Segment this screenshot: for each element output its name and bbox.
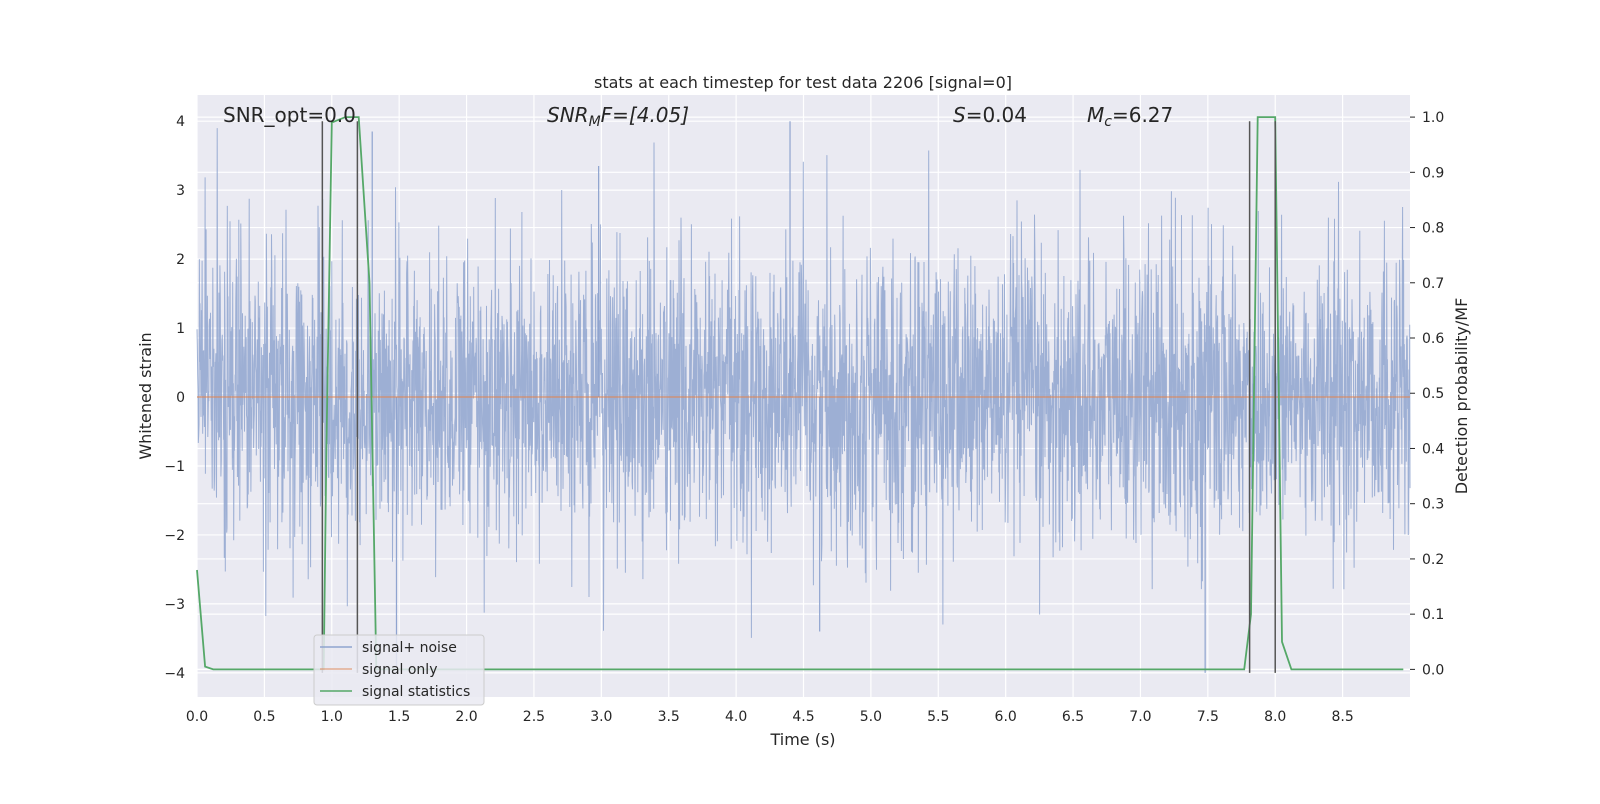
y2-tick-label: 0.0 <box>1422 662 1444 678</box>
legend-entry-signal-noise: signal+ noise <box>362 640 457 656</box>
x-tick-label: 7.0 <box>1129 709 1151 725</box>
x-tick-label: 7.5 <box>1197 709 1219 725</box>
x-tick-label: 4.0 <box>725 709 747 725</box>
x-tick-label: 6.5 <box>1062 709 1084 725</box>
annotation-snr-mf-base: SNR <box>547 103 589 127</box>
x-axis-label: Time (s) <box>769 730 835 749</box>
y-tick-label: 0 <box>176 390 185 406</box>
x-tick-label: 0.0 <box>186 709 208 725</box>
chart-title: stats at each timestep for test data 220… <box>594 73 1012 92</box>
x-tick-label: 5.5 <box>927 709 949 725</box>
annotation-snr-mf-sub: M <box>589 114 601 130</box>
y-tick-label: −4 <box>164 666 185 682</box>
annotation-snr-mf: SNRMF=[4.05] <box>547 103 689 130</box>
y-tick-label: −2 <box>164 528 185 544</box>
x-tick-label: 8.5 <box>1331 709 1353 725</box>
y-tick-label: −1 <box>164 459 185 475</box>
annotation-mc-base: M <box>1087 103 1104 127</box>
series-line-signal-noise <box>196 128 1411 638</box>
annotation-s: S=0.04 <box>953 103 1027 127</box>
y-tick-label: 4 <box>176 114 185 130</box>
y2-tick-label: 0.3 <box>1422 497 1444 513</box>
x-tick-label: 2.5 <box>523 709 545 725</box>
legend-box <box>313 634 485 706</box>
x-tick-label: 8.0 <box>1264 709 1286 725</box>
x-tick-label: 3.5 <box>658 709 680 725</box>
x-tick-label: 5.0 <box>860 709 882 725</box>
annotation-mc-sub: c <box>1104 114 1112 130</box>
legend-entry-signal-only: signal only <box>362 662 437 678</box>
y2-tick-label: 0.9 <box>1422 165 1444 181</box>
legend: signal+ noise signal only signal statist… <box>313 634 485 706</box>
annotation-snr-mf-rest: F=[4.05] <box>601 103 689 127</box>
y2-tick-label: 1.0 <box>1422 110 1444 126</box>
y2-tick-label: 0.6 <box>1422 331 1444 347</box>
legend-entry-signal-statistics: signal statistics <box>362 684 470 700</box>
y2-tick-label: 0.8 <box>1422 221 1444 237</box>
x-tick-label: 1.0 <box>321 709 343 725</box>
x-tick-label: 3.0 <box>590 709 612 725</box>
annotation-snr-opt: SNR_opt=0.0 <box>223 103 356 127</box>
tick-labels: 0.0 0.5 1.0 1.5 2.0 2.5 3.0 3.5 4.0 4.5 5.0 5.5 6.0 6… <box>164 110 1444 725</box>
y-tick-label: 1 <box>176 321 185 337</box>
y-axis-label: Whitened strain <box>136 332 155 459</box>
x-tick-label: 6.0 <box>995 709 1017 725</box>
y-tick-label: 2 <box>176 252 185 268</box>
vertical-markers <box>321 121 1276 673</box>
y2-tick-label: 0.5 <box>1422 386 1444 402</box>
annotation-mc: Mc=6.27 <box>1087 103 1173 130</box>
y-tick-label: 3 <box>176 183 185 199</box>
x-tick-label: 1.5 <box>388 709 410 725</box>
y2-tick-label: 0.1 <box>1422 607 1444 623</box>
annotation-mc-rest: =6.27 <box>1112 103 1173 127</box>
y2-axis-label: Detection probability/MF <box>1452 298 1471 495</box>
y2-tick-label: 0.4 <box>1422 441 1444 457</box>
series-signal-noise <box>196 121 1411 673</box>
x-tick-label: 2.0 <box>455 709 477 725</box>
y2-tick-label: 0.2 <box>1422 552 1444 568</box>
y2-tick-label: 0.7 <box>1422 276 1444 292</box>
annotation-s-rest: =0.04 <box>966 103 1027 127</box>
annotation-s-base: S <box>953 103 966 127</box>
x-tick-label: 4.5 <box>792 709 814 725</box>
y-tick-label: −3 <box>164 597 185 613</box>
x-tick-label: 0.5 <box>253 709 275 725</box>
